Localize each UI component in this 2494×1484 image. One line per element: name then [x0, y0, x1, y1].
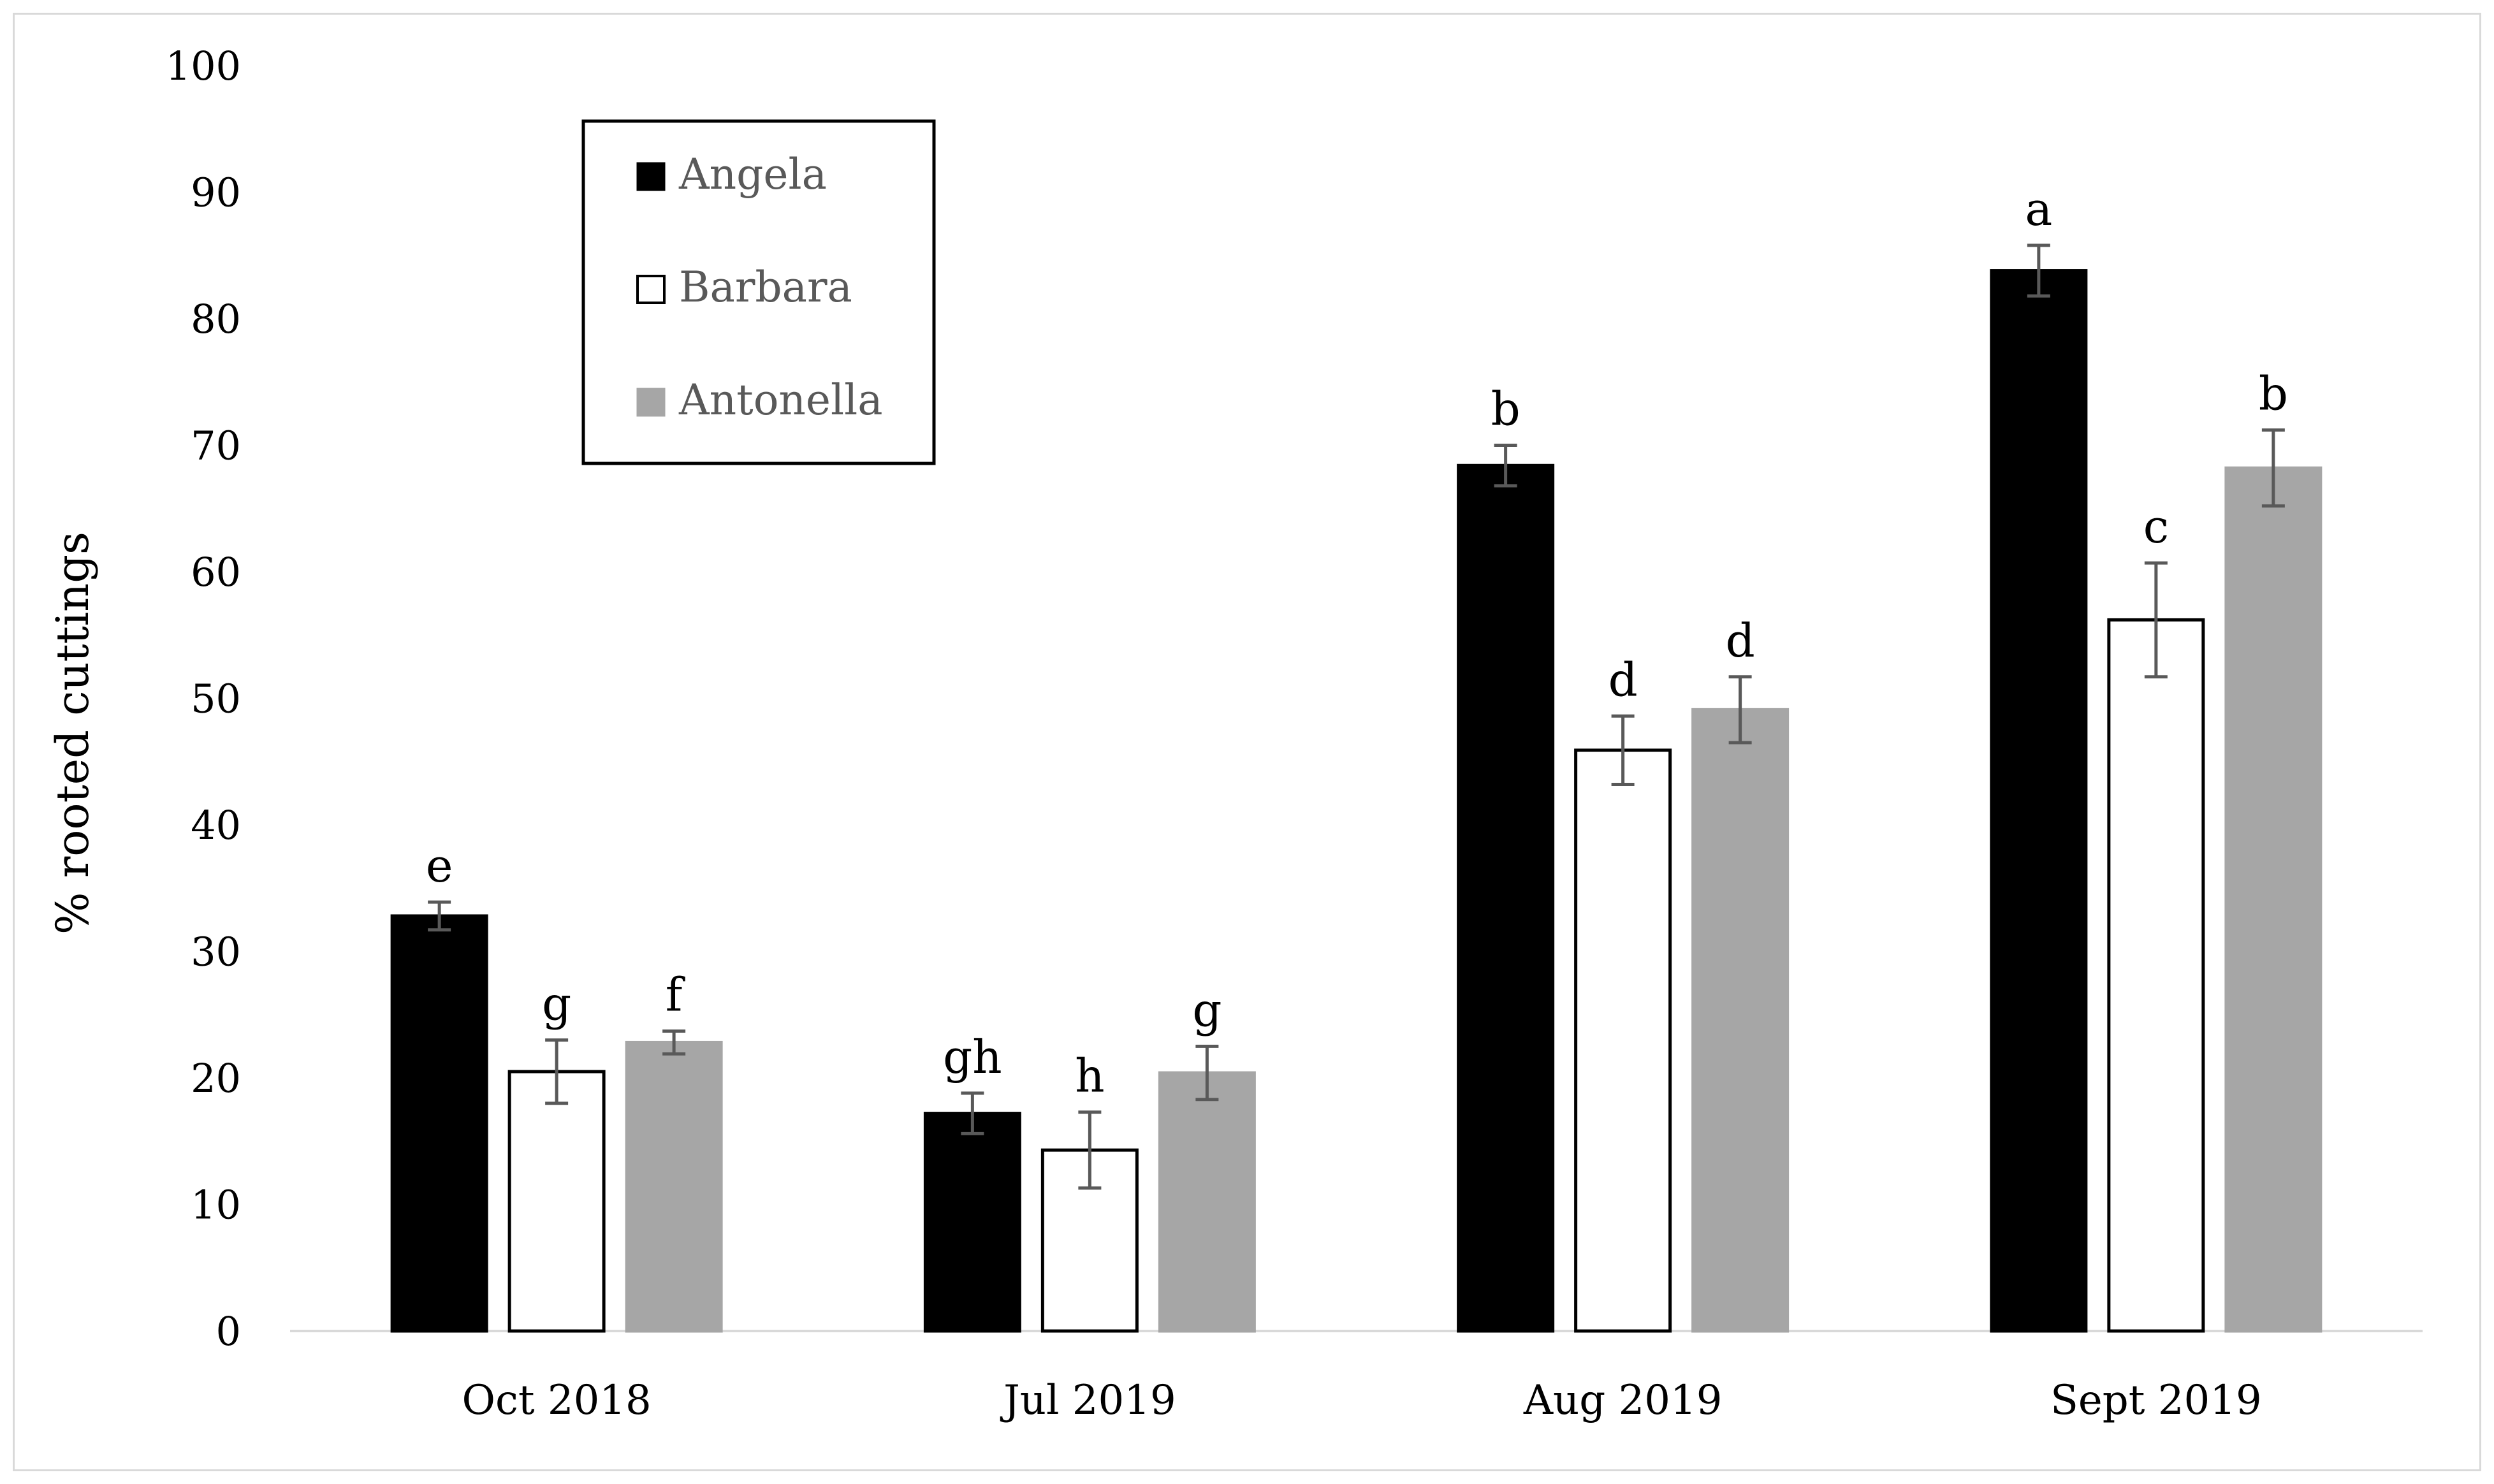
significance-letter-barbara-jul-2019: h — [1075, 1049, 1104, 1103]
legend: Angela Barbara Antonella — [581, 119, 936, 465]
significance-letter-barbara-aug-2019: d — [1608, 653, 1638, 706]
legend-item-angela: Angela — [636, 150, 827, 199]
legend-swatch-barbara — [636, 275, 666, 304]
chart-frame — [13, 13, 2481, 1471]
y-tick-label-100: 100 — [166, 43, 241, 89]
legend-item-barbara: Barbara — [636, 263, 852, 312]
y-tick-label-90: 90 — [191, 170, 241, 216]
significance-letter-angela-sept-2019: a — [2025, 182, 2052, 236]
x-tick-label-oct-2018: Oct 2018 — [462, 1377, 652, 1424]
legend-label-angela: Angela — [678, 150, 827, 199]
bar-angela-aug-2019 — [1457, 463, 1555, 1333]
y-tick-label-50: 50 — [191, 676, 241, 722]
y-tick-label-60: 60 — [191, 549, 241, 595]
legend-swatch-angela — [636, 162, 666, 191]
significance-letter-antonella-aug-2019: d — [1726, 614, 1755, 667]
significance-letter-angela-aug-2019: b — [1491, 382, 1520, 436]
bar-angela-sept-2019 — [1990, 269, 2088, 1333]
bar-barbara-oct-2018 — [507, 1070, 606, 1333]
legend-label-antonella: Antonella — [678, 375, 883, 425]
x-tick-labels: Oct 2018 Jul 2019 Aug 2019 Sept 2019 — [462, 1377, 2262, 1424]
y-tick-label-30: 30 — [191, 929, 241, 975]
y-tick-labels: 0 10 20 30 40 50 60 70 80 90 100 — [166, 43, 241, 1355]
significance-letter-antonella-sept-2019: b — [2259, 367, 2288, 421]
y-tick-label-20: 20 — [191, 1055, 241, 1102]
y-tick-label-0: 0 — [216, 1308, 241, 1355]
significance-letter-angela-oct-2018: e — [426, 839, 453, 892]
y-tick-label-40: 40 — [191, 802, 241, 848]
x-tick-label-sept-2019: Sept 2019 — [2050, 1377, 2262, 1424]
bar-antonella-jul-2019 — [1158, 1071, 1256, 1333]
significance-letter-antonella-oct-2018: f — [666, 968, 685, 1022]
significance-letter-barbara-sept-2019: c — [2143, 500, 2169, 553]
y-tick-label-10: 10 — [191, 1182, 241, 1228]
significance-letter-barbara-oct-2018: g — [542, 977, 571, 1030]
legend-label-barbara: Barbara — [679, 263, 852, 312]
bar-angela-jul-2019 — [923, 1112, 1021, 1333]
x-tick-label-jul-2019: Jul 2019 — [1000, 1377, 1176, 1424]
y-tick-label-70: 70 — [191, 423, 241, 469]
bar-antonella-sept-2019 — [2224, 466, 2323, 1333]
significance-letter-antonella-jul-2019: g — [1192, 983, 1221, 1037]
significance-letter-angela-jul-2019: gh — [943, 1030, 1002, 1084]
bar-barbara-aug-2019 — [1574, 748, 1672, 1333]
x-tick-label-aug-2019: Aug 2019 — [1523, 1377, 1723, 1424]
legend-swatch-antonella — [636, 388, 666, 417]
bar-antonella-oct-2018 — [625, 1040, 723, 1333]
y-tick-label-80: 80 — [191, 296, 241, 342]
legend-item-antonella: Antonella — [636, 375, 883, 425]
bar-antonella-aug-2019 — [1691, 708, 1790, 1333]
bar-barbara-sept-2019 — [2107, 618, 2205, 1333]
bars: e g f gh h g b d d a c b — [390, 182, 2323, 1333]
y-axis-label: % rooted cuttings — [47, 532, 99, 935]
bar-angela-oct-2018 — [390, 914, 488, 1333]
